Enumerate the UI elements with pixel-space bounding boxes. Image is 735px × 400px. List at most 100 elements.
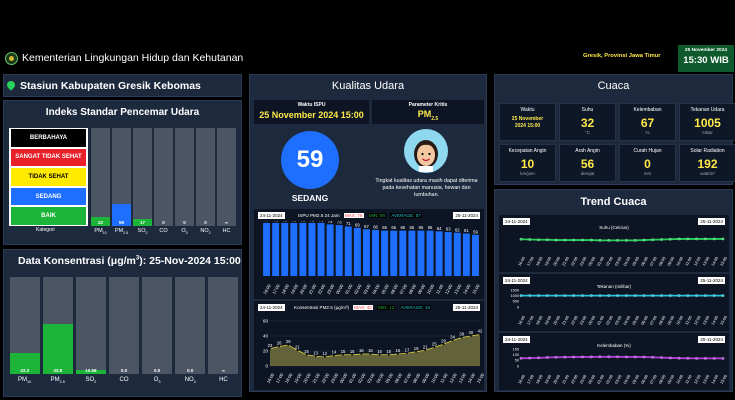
konsen-point-label: 42 [478,329,483,334]
ispu-param-column: ∞ [217,128,236,226]
konsen-point-label: 13 [313,350,318,355]
trend-chart: 24-11-2024 25-11-2024 Tekanan (milibar) 0 50… [499,274,729,331]
trend-x-tick: 03:00 [613,255,623,267]
trend-point [677,237,681,241]
ispu-bar [426,230,434,276]
trend-x-tick: 03:00 [613,314,623,326]
ispu-panel-title: Indeks Standar Pencemar Udara [45,107,200,118]
ispu-bar [272,223,280,276]
trend-x-tick: 10:00 [675,314,685,326]
kualitas-panel: Kualitas Udara Waktu ISPU 25 November 20… [249,74,487,392]
konsen-point [396,353,399,355]
trend-x-tick: 19:00 [543,255,553,267]
trend-point [695,237,699,241]
cuaca-unit: watt/m² [700,171,715,176]
ispu-bar [408,230,416,276]
trend-point [554,294,558,297]
trend-point [528,238,532,241]
category-label: Kategori [36,227,55,233]
trend-point [660,356,663,359]
konsen-x-tick: 03:00 [366,372,376,384]
konsentrasi-pm25-chart: 24-11-2024 25-11-2024 Konsentrasi PM2.5 … [254,301,484,390]
trend-point [686,237,690,241]
trend-point [668,237,672,241]
trend-x-tick: 03:00 [613,373,623,385]
trend-x-tick: 10:00 [675,255,685,267]
konsen-y-tick: 60 [263,319,269,324]
konsen-point [387,353,390,356]
date-label: 25 November 2024 [684,48,728,53]
konsen-param-column: 10.58 [75,277,106,374]
konsen-point [342,353,344,356]
trend-point [651,238,655,242]
konsen-point-label: 28 [286,339,291,344]
trend-x-tick: 16:00 [517,314,527,326]
konsen-y-tick: 40 [263,334,269,339]
trend-point [642,355,646,359]
cuaca-cell: Waktu 25 November 2024 15:00 [499,103,556,141]
konsen-point-label: 16 [359,348,364,353]
konsentrasi-bars: 43.3 PM10 43.8 PM2.5 10.58 SO2 0.0 CO 0.0 O3 0.0 NO… [8,277,240,395]
ispu-x-tick: 16:00 [262,283,272,295]
ispu-bar-label: 65 [410,225,415,230]
ispu-x-tick: 19:00 [289,283,299,295]
top-header: Kementerian Lingkungan Hidup dan Kehutan… [0,44,735,72]
ispu-param-column: 0 [175,128,194,226]
trend-title: Trend Cuaca [580,196,647,208]
konsen-point [469,335,472,337]
waktu-ispu-label: Waktu ISPU [297,102,326,108]
status-face-icon [403,128,449,174]
trend-point [633,238,637,242]
ministry-logo [5,52,18,65]
trend-x-tick: 12:00 [692,255,702,267]
trend-x-tick: 13:00 [701,314,711,326]
cuaca-value: 10 [520,157,535,171]
konsen-param-label: HC [219,377,228,383]
konsen-point [314,355,317,358]
trend-x-tick: 12:00 [692,373,702,385]
trend-point [563,238,567,242]
trend-x-tick: 07:00 [649,373,659,385]
ispu-param-label: O3 [181,228,188,236]
trend-x-tick: 00:00 [587,255,597,267]
trend-x-tick: 06:00 [640,255,650,267]
station-name: Stasiun Kabupaten Gresik Kebomas [20,80,201,92]
ispu-chart-legend: ISPU PM2.5 24 Jam MAX: 78 MIN: 59 AVERAG… [298,213,422,218]
trend-x-tick: 00:00 [587,373,597,385]
trend-x-tick: 08:00 [657,314,667,326]
konsen-point-label: 14 [332,350,337,355]
trend-x-tick: 04:00 [622,314,632,326]
trend-x-tick: 15:00 [719,373,729,385]
konsen-x-tick: 13:00 [457,372,467,384]
trend-point [554,238,558,242]
trend-point [704,237,707,241]
trend-point [598,238,602,242]
konsen-param-column: 0.0 [142,277,173,374]
trend-x-tick: 00:00 [587,314,597,326]
trend-date-start: 24-11-2024 [503,218,530,225]
konsen-point [460,336,463,339]
trend-x-tick: 07:00 [649,255,659,267]
cuaca-title: Cuaca [597,80,630,92]
trend-point [642,294,646,297]
ispu-bar-label: 64 [437,226,442,231]
konsen-x-tick: 20:00 [302,372,312,384]
trend-x-tick: 17:00 [526,314,536,326]
konsen-point-label: 19 [414,346,419,351]
ispu-bar-label: 61 [464,228,469,233]
konsen-param-label: CO [119,377,129,383]
trend-point [607,355,611,359]
trend-point [607,294,611,297]
trend-point [668,294,672,297]
ispu-param-value: 0 [162,220,165,225]
trend-point [572,238,576,242]
ispu-bar-label: 77 [264,221,269,223]
ispu-x-tick: 21:00 [308,283,318,295]
trend-point [607,238,611,242]
trend-point [572,355,576,359]
cuaca-unit: km/jam [520,171,535,176]
konsen-point [333,354,335,357]
trend-point [616,355,619,359]
ispu-param-bars: 22 PM10 59 PM2.5 17 SO2 0 CO 0 O3 0 NO2 ∞ HC [90,128,237,243]
cuaca-value: 192 [697,157,718,171]
